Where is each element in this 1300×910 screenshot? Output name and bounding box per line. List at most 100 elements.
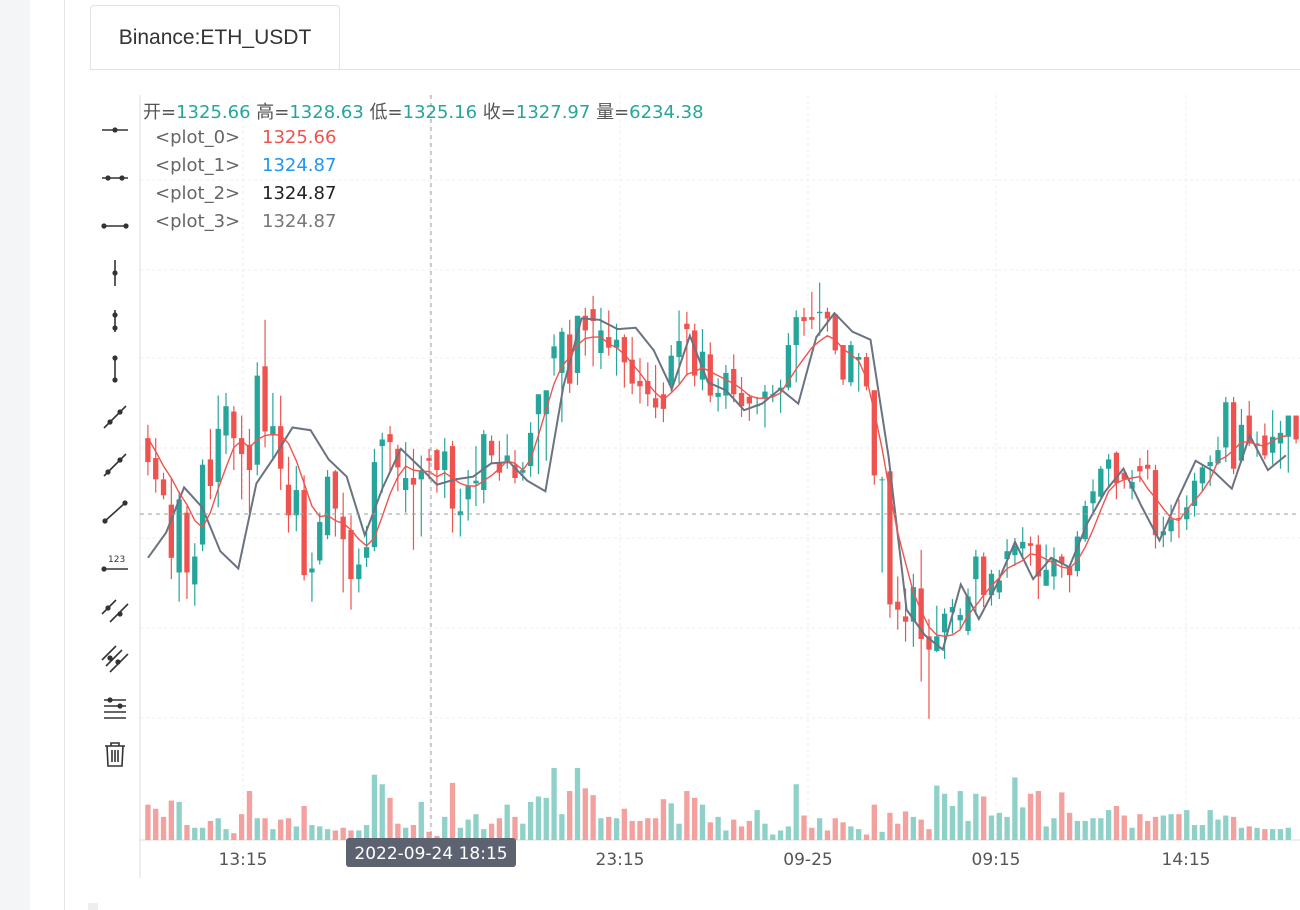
candle-body: [1051, 559, 1057, 577]
price-label-icon[interactable]: 123: [96, 542, 134, 580]
volume-bar: [1035, 791, 1041, 840]
candle-body: [1113, 452, 1120, 484]
volume-bar: [207, 820, 214, 840]
candle-body: [473, 480, 479, 484]
vertical-line-icon[interactable]: [96, 346, 134, 384]
candle-body: [1254, 443, 1260, 445]
volume-bar: [1113, 806, 1120, 840]
volume-bar: [395, 823, 401, 840]
candle-body: [348, 529, 354, 580]
candle-body: [1152, 470, 1159, 536]
candle-body: [527, 432, 534, 467]
volume-bar: [1270, 829, 1276, 840]
candle-body: [1074, 536, 1081, 572]
volume-bar: [863, 834, 870, 840]
volume-bar: [731, 819, 737, 840]
candle-body: [785, 345, 792, 388]
candle-body: [637, 380, 643, 387]
trend-ray-icon[interactable]: [96, 442, 134, 480]
volume-bar: [418, 801, 424, 840]
horizontal-ray-icon[interactable]: [96, 104, 134, 142]
trend-segment-icon[interactable]: [96, 490, 134, 528]
volume-bar: [981, 796, 987, 840]
volume-bar: [348, 830, 354, 840]
price-range-icon[interactable]: [96, 686, 134, 724]
volume-bar: [426, 831, 432, 840]
volume-bar: [293, 826, 299, 840]
candle-body: [1176, 517, 1182, 520]
volume-bar: [309, 825, 315, 840]
volume-bar: [793, 784, 799, 840]
candle-body: [832, 314, 838, 351]
high-value: 1328.63: [289, 102, 364, 123]
volume-bar: [1246, 826, 1252, 840]
volume-bar: [238, 814, 245, 840]
plot-value: 1325.66: [262, 127, 337, 148]
volume-bar: [746, 820, 752, 840]
candle-body: [192, 556, 198, 585]
volume-bar: [1176, 814, 1182, 840]
left-rail: [0, 0, 30, 910]
candle-body: [1168, 519, 1174, 532]
candle-body: [1230, 402, 1237, 469]
volume-bar: [410, 825, 417, 840]
volume-bar: [356, 830, 362, 840]
candle-body: [426, 458, 432, 461]
plot-name: <plot_3>: [155, 211, 241, 232]
tab-eth-usdt[interactable]: Binance:ETH_USDT: [90, 5, 340, 69]
volume-bar: [785, 826, 792, 840]
series-line: [147, 311, 1287, 652]
candle-body: [1199, 467, 1206, 484]
candle-body: [403, 478, 409, 491]
volume-bar: [621, 808, 628, 840]
fibonacci-channel-icon[interactable]: [96, 636, 134, 674]
vertical-ray-icon[interactable]: [96, 250, 134, 288]
candle-body: [973, 556, 979, 580]
volume-bar: [379, 784, 385, 840]
candle-body: [1035, 544, 1041, 577]
trend-line-icon[interactable]: [96, 394, 134, 432]
candle-body: [1145, 464, 1151, 469]
svg-text:123: 123: [108, 555, 125, 565]
candle-body: [840, 345, 846, 380]
crosshair-time-label: 2022-09-24 18:15: [354, 844, 507, 864]
volume-bar: [1105, 810, 1112, 840]
volume-bar: [1012, 777, 1018, 840]
volume-bar: [652, 818, 659, 840]
candle-body: [863, 357, 870, 387]
candle-body: [1246, 415, 1252, 444]
volume-bar: [504, 804, 510, 840]
candle-body: [668, 355, 674, 385]
parallel-channel-icon[interactable]: [96, 588, 134, 626]
low-label: 低=: [369, 102, 403, 123]
candle-body: [1004, 551, 1010, 560]
volume-bar: [1074, 820, 1081, 840]
candle-body: [621, 337, 628, 363]
volume-bar: [676, 823, 682, 840]
volume-bar: [590, 795, 596, 840]
plot-legend-3: <plot_3> 1324.87: [155, 211, 336, 232]
volume-bar: [1082, 820, 1088, 840]
volume-bar: [363, 825, 370, 840]
horizontal-line-icon[interactable]: [96, 200, 134, 238]
horizontal-segment-icon[interactable]: [96, 152, 134, 190]
candle-body: [816, 311, 823, 314]
volume-bar: [1059, 792, 1065, 840]
volume-bar: [543, 797, 549, 840]
volume-bar: [340, 827, 346, 840]
volume-bar: [801, 815, 807, 840]
candle-body: [902, 616, 909, 622]
candle-body: [145, 438, 151, 463]
plot-legend-2: <plot_2> 1324.87: [155, 183, 336, 204]
candle-body: [731, 368, 737, 395]
delete-icon[interactable]: [96, 732, 134, 770]
close-value: 1327.97: [515, 102, 591, 123]
plot-name: <plot_1>: [155, 155, 241, 176]
vertical-segment-icon[interactable]: [96, 298, 134, 336]
volume-bar: [567, 791, 573, 840]
candle-body: [559, 331, 565, 373]
candle-body: [941, 613, 948, 633]
plot-value: 1324.87: [262, 183, 337, 204]
volume-bar: [387, 797, 393, 840]
